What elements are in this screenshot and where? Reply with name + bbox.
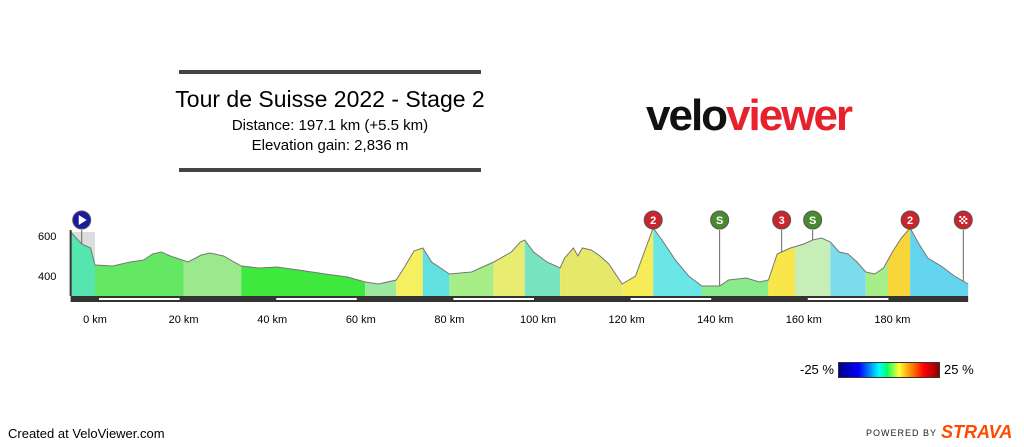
stage-title: Tour de Suisse 2022 - Stage 2 [175, 86, 485, 112]
powered-by-strava[interactable]: POWERED BY STRAVA [866, 422, 1012, 443]
gradient-segment-0 [70, 232, 95, 296]
x-axis-layer: 0 km 20 km 40 km 60 km 80 km 100 km 120 km 140 … [83, 314, 910, 326]
elevation-text: Elevation gain: 2,836 m [251, 137, 409, 154]
x-tick-label: 60 km [346, 314, 376, 326]
marker-sprint[interactable]: S [803, 210, 823, 240]
gradient-segment-18 [887, 228, 911, 296]
km-stripe-2 [453, 298, 534, 300]
veloviewer-logo[interactable]: veloviewer [646, 91, 853, 140]
x-tick-label: 80 km [434, 314, 464, 326]
gradient-segment-15 [794, 238, 831, 296]
gradient-segment-3 [241, 266, 366, 296]
x-tick-label: 40 km [257, 314, 287, 326]
x-tick-label: 20 km [169, 314, 199, 326]
marker-climb[interactable]: 2 [900, 210, 920, 230]
km-stripe-3 [630, 298, 712, 300]
gradient-segment-1 [95, 252, 184, 296]
legend-max-label: 25 % [944, 362, 974, 377]
logo-velo: velo [646, 91, 728, 140]
gradient-segment-5 [396, 248, 423, 296]
marker-start[interactable] [72, 210, 92, 244]
gradient-segment-7 [449, 262, 494, 296]
profile-outline [70, 226, 969, 287]
title-top-rule [179, 70, 481, 74]
marker-label: 2 [650, 215, 656, 227]
marker-label: 3 [779, 215, 785, 227]
gradient-segment-12 [653, 228, 702, 296]
gradient-segment-16 [830, 242, 866, 296]
marker-label: S [809, 215, 816, 227]
gradient-segment-4 [365, 280, 397, 296]
km-bars-layer [70, 296, 969, 302]
legend-min-label: -25 % [800, 362, 834, 377]
strava-logo: STRAVA [941, 422, 1013, 442]
x-tick-label: 120 km [609, 314, 645, 326]
gradient-segment-10 [560, 248, 623, 296]
gradient-segment-11 [622, 228, 654, 296]
gradient-fill-layer [70, 228, 969, 296]
km-stripe-1 [276, 298, 357, 300]
x-tick-label: 160 km [786, 314, 822, 326]
powered-by-label: POWERED BY [866, 428, 938, 438]
marker-climb[interactable]: 3 [772, 210, 792, 252]
elevation-profile-chart: 400 600 0 km 20 km 40 km 60 km 80 km 100 km 120… [38, 210, 973, 326]
km-stripe-0 [99, 298, 180, 300]
gradient-segment-19 [910, 228, 969, 296]
y-tick-label: 400 [38, 271, 56, 283]
gradient-segment-13 [701, 278, 769, 296]
x-tick-label: 140 km [697, 314, 733, 326]
markers-layer: 2 S 3 S 2 [72, 210, 973, 286]
gradient-segment-2 [183, 253, 242, 296]
gradient-segment-14 [768, 246, 795, 296]
x-tick-label: 0 km [83, 314, 107, 326]
km-stripe-4 [807, 298, 889, 300]
created-at-link[interactable]: Created at VeloViewer.com [8, 426, 165, 441]
distance-text: Distance: 197.1 km (+5.5 km) [231, 117, 429, 134]
marker-finish[interactable] [953, 210, 973, 282]
marker-climb[interactable]: 2 [643, 210, 663, 230]
marker-label: S [716, 215, 723, 227]
x-tick-label: 180 km [874, 314, 910, 326]
y-axis-layer: 400 600 [38, 231, 56, 283]
x-tick-label: 100 km [520, 314, 556, 326]
marker-sprint[interactable]: S [710, 210, 730, 286]
gradient-legend-bar [838, 362, 940, 378]
profile-outline-layer [69, 226, 969, 296]
logo-viewer: viewer [726, 91, 853, 140]
y-tick-label: 600 [38, 231, 56, 243]
gradient-segment-6 [422, 248, 450, 296]
marker-label: 2 [907, 215, 913, 227]
title-bottom-rule [179, 168, 481, 172]
gradient-segment-8 [493, 240, 525, 296]
gradient-segment-9 [524, 240, 561, 296]
